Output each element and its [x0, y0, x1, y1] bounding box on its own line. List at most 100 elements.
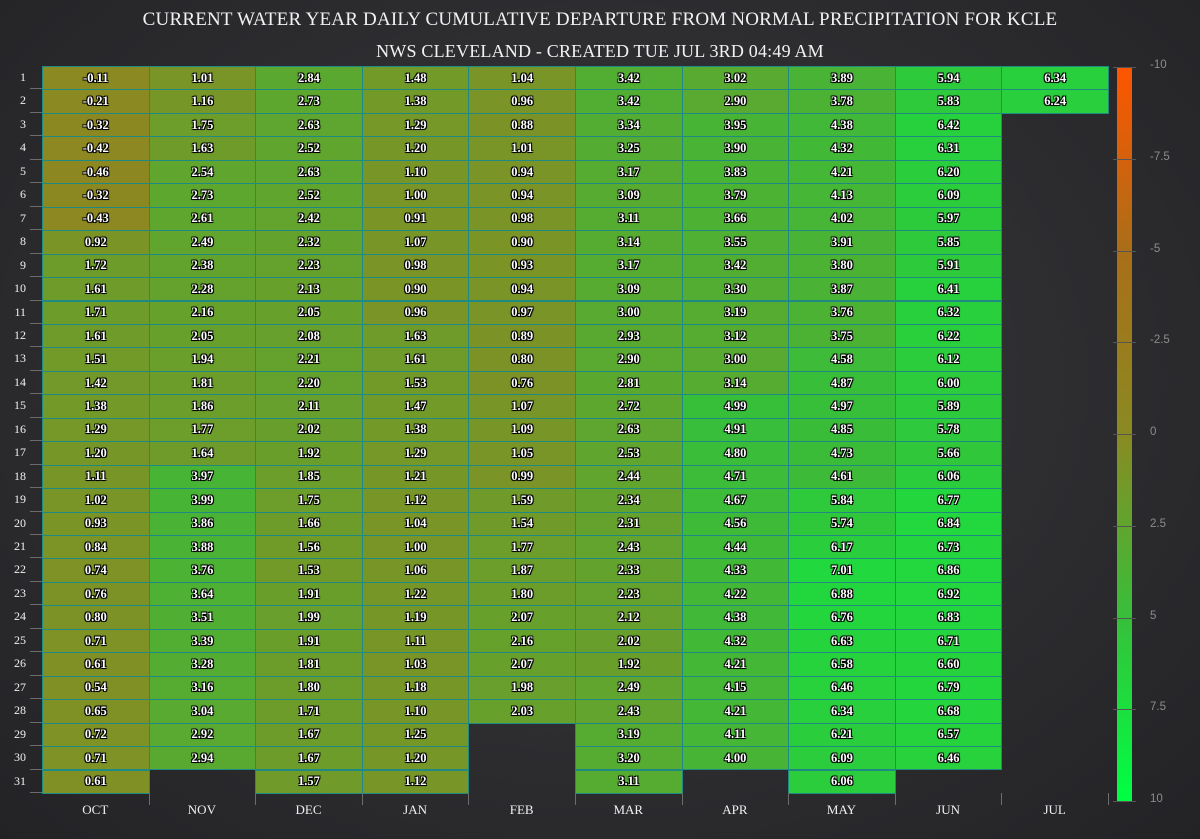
- heatmap-cell: 2.90: [575, 347, 683, 372]
- heatmap-cell: 4.99: [681, 394, 790, 419]
- heatmap-cell: 4.33: [681, 558, 790, 583]
- row-tick: [30, 698, 42, 700]
- heatmap-cell: 3.00: [575, 300, 683, 325]
- heatmap-cell: 4.22: [681, 581, 790, 607]
- row-label: 10: [14, 281, 26, 296]
- heatmap-cell: 2.43: [575, 535, 683, 560]
- heatmap-cell: 6.34: [788, 699, 896, 724]
- heatmap-cell: 0.91: [361, 206, 470, 232]
- heatmap-cell: 0.94: [468, 277, 576, 302]
- heatmap-cell: 6.34: [1001, 66, 1109, 91]
- row-label: 16: [14, 421, 26, 436]
- heatmap-cell: 2.53: [575, 441, 683, 466]
- heatmap-cell: 3.19: [681, 300, 790, 325]
- heatmap-cell: 4.56: [681, 511, 790, 536]
- colorbar-tick-label: 7.5: [1150, 701, 1166, 714]
- colorbar-tick: [1113, 709, 1136, 711]
- heatmap-cell: 1.63: [148, 136, 257, 161]
- row-label: 24: [14, 609, 26, 624]
- heatmap-cell: 3.04: [148, 699, 257, 724]
- heatmap-cell: 0.94: [468, 183, 576, 208]
- heatmap-cell: 3.14: [575, 230, 683, 255]
- heatmap-cell: 2.20: [255, 370, 363, 396]
- heatmap-cell: 3.89: [788, 66, 896, 91]
- colorbar-tick: [1113, 250, 1136, 252]
- heatmap-cell: 6.00: [894, 370, 1003, 396]
- heatmap-cell: 3.09: [575, 183, 683, 208]
- heatmap-cell: 2.33: [575, 558, 683, 583]
- row-tick: [30, 580, 42, 582]
- heatmap-cell: 1.67: [255, 746, 363, 771]
- heatmap-cell: 1.22: [361, 581, 470, 607]
- heatmap-cell: 1.98: [468, 675, 576, 701]
- heatmap-cell: 2.73: [255, 89, 363, 114]
- heatmap-cell: 1.01: [468, 136, 576, 161]
- heatmap-cell: 2.84: [255, 66, 363, 91]
- heatmap-cell: 6.12: [894, 347, 1003, 372]
- row-tick: [30, 299, 42, 301]
- row-tick: [30, 229, 42, 231]
- heatmap-cell: 3.42: [575, 66, 683, 91]
- colorbar-tick-label: -5: [1150, 242, 1161, 255]
- heatmap-cell: 3.99: [148, 488, 257, 513]
- row-tick: [30, 276, 42, 278]
- heatmap-cell: 2.54: [148, 159, 257, 185]
- heatmap-cell: 1.85: [255, 464, 363, 490]
- heatmap-cell: 3.66: [681, 206, 790, 232]
- heatmap-cell: 1.64: [148, 441, 257, 466]
- heatmap-cell: 1.71: [42, 300, 150, 325]
- row-label: 1: [20, 70, 26, 84]
- heatmap-cell: 2.81: [575, 370, 683, 396]
- heatmap-cell: 1.80: [468, 581, 576, 607]
- heatmap-cell: 6.21: [788, 722, 896, 748]
- heatmap-cell: 1.02: [42, 488, 150, 513]
- heatmap-cell: 2.31: [575, 511, 683, 536]
- heatmap-cell: 3.79: [681, 183, 790, 208]
- heatmap-cell: 0.89: [468, 323, 576, 349]
- heatmap-cell: 1.12: [361, 769, 470, 794]
- heatmap-cell: 4.97: [788, 394, 896, 419]
- heatmap-cell: 5.84: [788, 488, 896, 513]
- row-tick: [30, 791, 42, 793]
- column-label: JUN: [936, 802, 961, 817]
- row-tick: [30, 252, 42, 254]
- heatmap-cell: 1.29: [361, 441, 470, 466]
- heatmap-cell: 3.14: [681, 370, 790, 396]
- row-label: 25: [14, 632, 26, 647]
- heatmap-cell: 3.86: [148, 511, 257, 536]
- heatmap-cell: 1.81: [255, 652, 363, 677]
- heatmap-cell: 2.07: [468, 652, 576, 677]
- heatmap-cell: 6.83: [894, 605, 1003, 630]
- heatmap-cell: 2.72: [575, 394, 683, 419]
- heatmap-cell: 0.88: [468, 112, 576, 138]
- heatmap-cell: 6.71: [894, 628, 1003, 654]
- row-tick: [30, 416, 42, 418]
- heatmap-cell: 3.42: [575, 89, 683, 114]
- heatmap-cell: 0.76: [42, 581, 150, 607]
- heatmap-cell: 4.21: [681, 652, 790, 677]
- row-tick: [30, 205, 42, 207]
- heatmap-cell: 2.43: [575, 699, 683, 724]
- row-tick: [30, 463, 42, 465]
- heatmap-cell: 3.76: [788, 300, 896, 325]
- heatmap-cell: 6.86: [894, 558, 1003, 583]
- heatmap-cell: 3.97: [148, 464, 257, 490]
- heatmap-cell: 4.80: [681, 441, 790, 466]
- heatmap-cell: 3.28: [148, 652, 257, 677]
- heatmap-cell: 6.09: [788, 746, 896, 771]
- heatmap-cell: 1.87: [468, 558, 576, 583]
- row-label: 4: [20, 140, 26, 155]
- heatmap-cell: 1.07: [468, 394, 576, 419]
- column-tick: [1108, 792, 1109, 805]
- row-label: 20: [14, 515, 26, 530]
- heatmap-cell: 6.92: [894, 581, 1003, 607]
- heatmap-cell: 2.93: [575, 323, 683, 349]
- heatmap-cell: 4.44: [681, 535, 790, 560]
- heatmap-cell: 0.80: [42, 605, 150, 630]
- heatmap-cell: 2.52: [255, 183, 363, 208]
- heatmap-cell: 1.72: [42, 253, 150, 279]
- row-label: 19: [14, 492, 26, 507]
- heatmap-cell: 1.25: [361, 722, 470, 748]
- row-label: 6: [20, 187, 26, 202]
- heatmap-cell: 1.77: [468, 535, 576, 560]
